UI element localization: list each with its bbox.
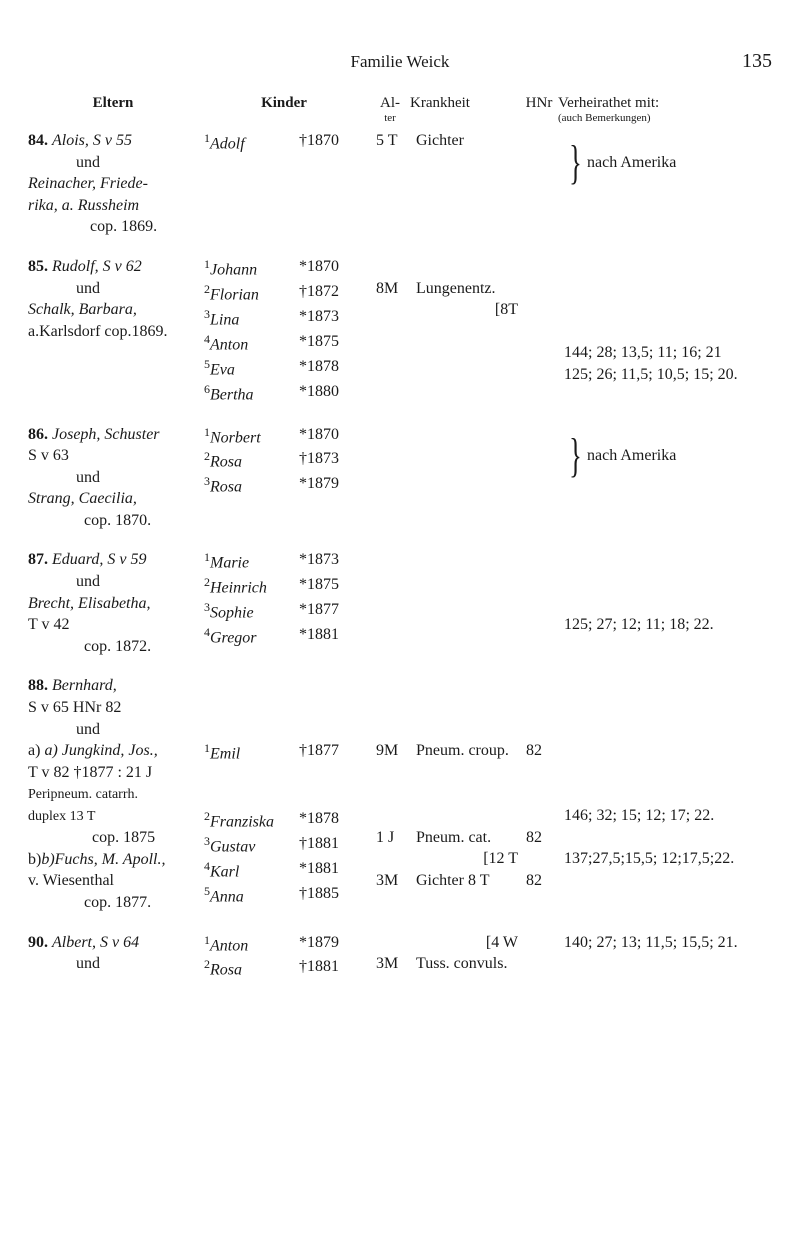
entry-90: 90. Albert, S v 64 und 1Anton*1879 2Rosa… bbox=[28, 932, 772, 982]
entry-88: 88. Bernhard, S v 65 HNr 82 und a) a) Ju… bbox=[28, 675, 772, 913]
col-eltern: Eltern bbox=[28, 95, 198, 124]
eltern-84: 84. Alois, S v 55 und Reinacher, Friede-… bbox=[28, 130, 204, 238]
verh-text: 125; 26; 11,5; 10,5; 15; 20. bbox=[564, 364, 772, 386]
verh-line: } nach Amerika bbox=[564, 152, 772, 174]
kinder-84: 1Adolf †1870 bbox=[204, 130, 376, 238]
entry-84: 84. Alois, S v 55 und Reinacher, Friede-… bbox=[28, 130, 772, 238]
krank-88: Pneum. croup. Pneum. cat. [12 T Gichter … bbox=[416, 675, 526, 913]
eltern-line: cop. 1869. bbox=[28, 218, 157, 235]
col-alter-sub: ter bbox=[370, 112, 410, 124]
verh-text: 144; 28; 13,5; 11; 16; 21 bbox=[564, 342, 772, 364]
alter-85: 8M bbox=[376, 256, 416, 406]
verh-text: nach Amerika bbox=[587, 152, 676, 174]
kind-name: 1Adolf bbox=[204, 130, 299, 155]
col-verh: Verheirathet mit: (auch Bemerkungen) bbox=[558, 95, 772, 124]
eltern-86: 86. Joseph, Schuster S v 63 und Strang, … bbox=[28, 424, 204, 532]
eltern-90: 90. Albert, S v 64 und bbox=[28, 932, 204, 982]
col-hnr: HNr bbox=[520, 95, 558, 124]
krank-90: [4 W Tuss. convuls. bbox=[416, 932, 526, 982]
entry-87: 87. Eduard, S v 59 und Brecht, Elisabeth… bbox=[28, 549, 772, 657]
verh-88: 146; 32; 15; 12; 17; 22. 137;27,5;15,5; … bbox=[564, 675, 772, 913]
eltern-87: 87. Eduard, S v 59 und Brecht, Elisabeth… bbox=[28, 549, 204, 657]
verh-line: } nach Amerika bbox=[564, 445, 772, 467]
col-alter-label: Al- bbox=[380, 95, 400, 111]
entry-num: 84. bbox=[28, 132, 48, 149]
alter-88: 9M 1 J 3M bbox=[376, 675, 416, 913]
entry-num: 85. bbox=[28, 258, 48, 275]
page-header: Familie Weick 135 bbox=[28, 50, 772, 73]
col-verh-sub: (auch Bemerkungen) bbox=[558, 112, 772, 124]
brace-icon: } bbox=[569, 445, 582, 467]
eltern-line: Reinacher, Friede- bbox=[28, 175, 148, 192]
column-headers: Eltern Kinder Al- ter Krankheit HNr Verh… bbox=[28, 95, 772, 124]
hnr-88: 82 82 82 bbox=[526, 675, 564, 913]
eltern-name: Alois, S v 55 bbox=[52, 132, 132, 149]
eltern-line: und bbox=[28, 280, 100, 297]
kinder-87: 1Marie*1873 2Heinrich*1875 3Sophie*1877 … bbox=[204, 549, 376, 657]
kinder-90: 1Anton*1879 2Rosa†1881 bbox=[204, 932, 376, 982]
krank-85: Lungenentz. [8T bbox=[416, 256, 526, 406]
hnr-84 bbox=[526, 130, 564, 238]
alter-84: 5 T bbox=[376, 130, 416, 238]
running-title: Familie Weick bbox=[76, 52, 724, 72]
verh-87: 125; 27; 12; 11; 18; 22. bbox=[564, 549, 772, 657]
entry-86: 86. Joseph, Schuster S v 63 und Strang, … bbox=[28, 424, 772, 532]
brace-icon: } bbox=[569, 152, 582, 174]
hnr-85 bbox=[526, 256, 564, 406]
kinder-85: 1Johann*1870 2Florian†1872 3Lina*1873 4A… bbox=[204, 256, 376, 406]
eltern-line: Schalk, Barbara, bbox=[28, 301, 137, 318]
verh-85: 144; 28; 13,5; 11; 16; 21 125; 26; 11,5;… bbox=[564, 256, 772, 406]
verh-84: } nach Amerika bbox=[564, 130, 772, 238]
eltern-line: a.Karlsdorf cop.1869. bbox=[28, 323, 168, 340]
col-verh-label: Verheirathet mit: bbox=[558, 95, 659, 111]
page: Familie Weick 135 Eltern Kinder Al- ter … bbox=[0, 0, 800, 1039]
col-alter: Al- ter bbox=[370, 95, 410, 124]
col-kinder: Kinder bbox=[198, 95, 370, 124]
verh-90: 140; 27; 13; 11,5; 15,5; 21. bbox=[564, 932, 772, 982]
kind-date: †1870 bbox=[299, 130, 369, 155]
eltern-line: und bbox=[28, 154, 100, 171]
kinder-88: 1Emil†1877 2Franziska*1878 3Gustav†1881 … bbox=[204, 675, 376, 913]
verh-86: } nach Amerika bbox=[564, 424, 772, 532]
eltern-line: rika, a. Russheim bbox=[28, 197, 139, 214]
col-krankheit: Krankheit bbox=[410, 95, 520, 124]
page-number: 135 bbox=[724, 50, 772, 73]
eltern-name: Rudolf, S v 62 bbox=[52, 258, 142, 275]
alter-90: 3M bbox=[376, 932, 416, 982]
entry-85: 85. Rudolf, S v 62 und Schalk, Barbara, … bbox=[28, 256, 772, 406]
eltern-85: 85. Rudolf, S v 62 und Schalk, Barbara, … bbox=[28, 256, 204, 406]
eltern-88: 88. Bernhard, S v 65 HNr 82 und a) a) Ju… bbox=[28, 675, 204, 913]
krank-84: Gichter bbox=[416, 130, 526, 238]
kinder-row: 1Adolf †1870 bbox=[204, 130, 376, 155]
kinder-86: 1Norbert*1870 2Rosa†1873 3Rosa*1879 bbox=[204, 424, 376, 532]
